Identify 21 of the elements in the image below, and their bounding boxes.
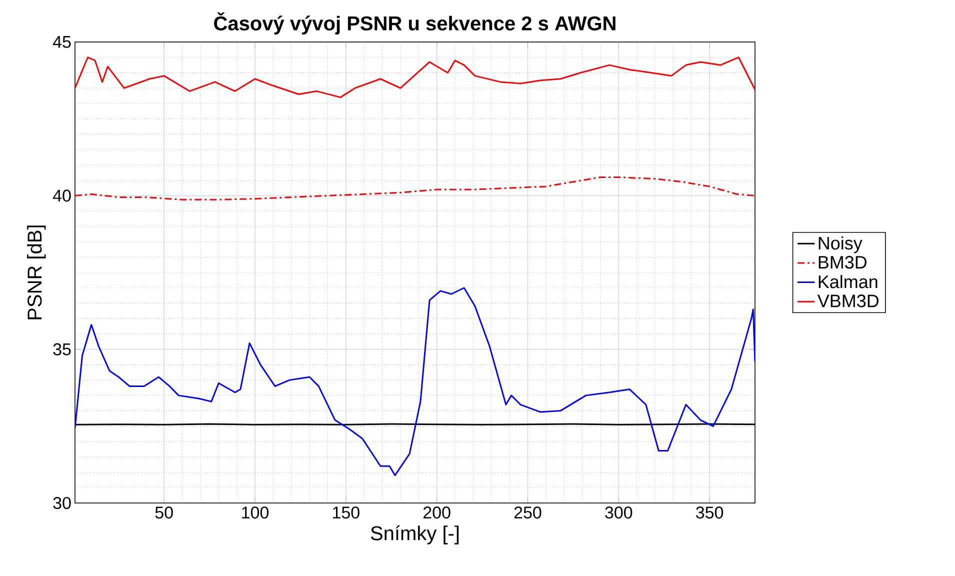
legend-label: Kalman <box>818 274 878 288</box>
legend-label: BM3D <box>818 256 867 269</box>
x-tick-label: 300 <box>605 506 632 519</box>
x-tick-label: 250 <box>514 506 542 519</box>
y-axis-title: PSNR [dB] <box>27 226 46 320</box>
y-tick-label: 35 <box>53 343 71 356</box>
x-tick-label: 50 <box>155 506 173 519</box>
x-tick-label: 150 <box>333 506 360 519</box>
x-tick-label: 100 <box>242 506 269 519</box>
chart-title: Časový vývoj PSNR u sekvence 2 s AWGN <box>214 12 616 34</box>
y-tick-label: 30 <box>53 496 71 510</box>
x-tick-label: 200 <box>424 506 450 519</box>
line-series <box>75 287 756 476</box>
y-tick-label: 40 <box>52 190 71 202</box>
x-axis-title: Snímky [-] <box>370 525 459 544</box>
y-tick-label: 45 <box>52 36 71 48</box>
line-series <box>75 56 756 98</box>
legend-label: Noisy <box>818 236 862 254</box>
legend-label: VBM3D <box>817 294 879 308</box>
line-series <box>75 176 756 200</box>
x-tick-label: 350 <box>696 506 724 519</box>
